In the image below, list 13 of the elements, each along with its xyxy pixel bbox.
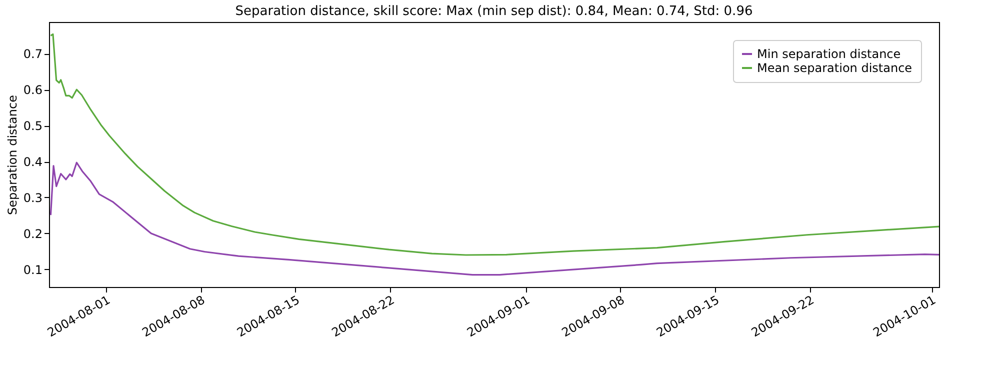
chart-title: Separation distance, skill score: Max (min sep dist): 0.84, Mean: 0.74, Std: 0.96 (235, 4, 753, 19)
y-tick-label: 0.4 (23, 155, 42, 170)
y-tick-label: 0.5 (23, 119, 42, 134)
y-tick-label: 0.7 (23, 47, 42, 62)
line-series (50, 162, 939, 276)
legend-label: Min separation distance (757, 47, 901, 61)
y-axis-title: Separation distance (5, 95, 20, 215)
line-series (50, 33, 939, 256)
legend-label: Mean separation distance (757, 61, 912, 75)
y-tick-label: 0.2 (23, 226, 42, 241)
y-tick-label: 0.1 (23, 262, 42, 277)
y-tick-label: 0.6 (23, 83, 42, 98)
y-tick-label: 0.3 (23, 190, 42, 205)
